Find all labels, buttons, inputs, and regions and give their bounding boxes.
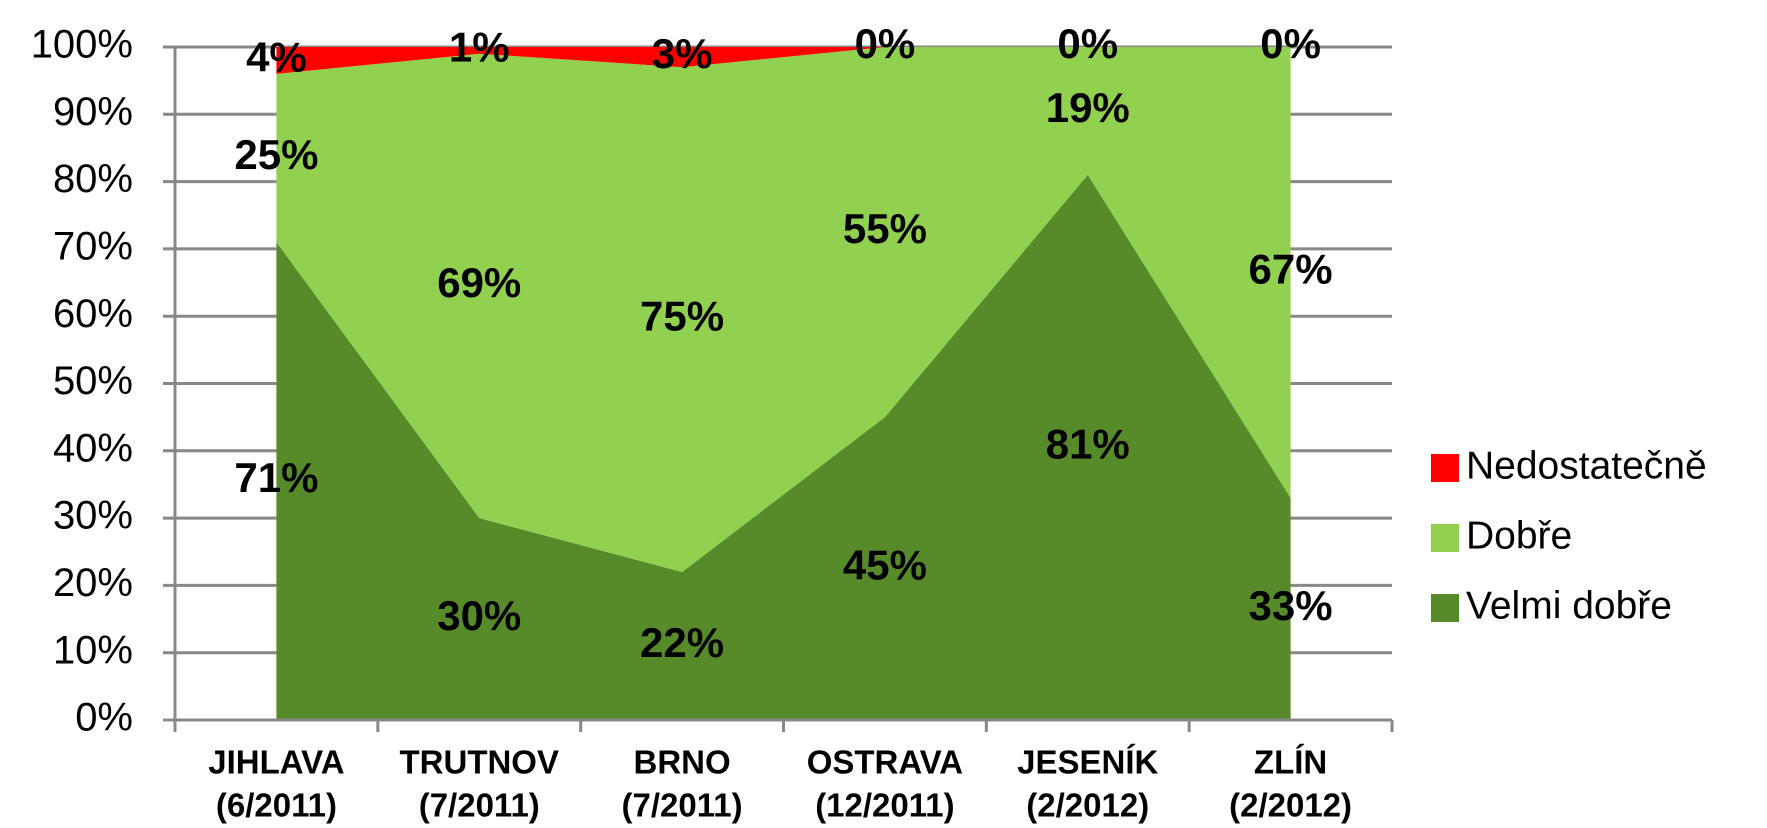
area	[276, 47, 1291, 74]
x-tick-label: OSTRAVA	[807, 744, 963, 781]
x-tick-label: (7/2011)	[419, 787, 540, 824]
data-label: 30%	[437, 592, 521, 639]
area	[276, 174, 1291, 720]
data-label: 19%	[1046, 84, 1130, 131]
y-tick-label: 50%	[53, 359, 133, 403]
legend-label: Nedostatečně	[1466, 444, 1707, 487]
data-label: 69%	[437, 259, 521, 306]
data-label: 3%	[652, 30, 713, 77]
y-tick-label: 80%	[53, 157, 133, 201]
data-label: 67%	[1249, 246, 1333, 293]
data-label: 75%	[640, 293, 724, 340]
data-label: 0%	[1057, 20, 1118, 67]
x-tick-label: ZLÍN	[1254, 744, 1327, 781]
x-tick-label: TRUTNOV	[400, 744, 560, 781]
legend-label: Dobře	[1466, 514, 1572, 557]
x-tick-label: (2/2012)	[1026, 787, 1149, 824]
data-label: 1%	[449, 23, 510, 70]
y-tick-label: 90%	[53, 90, 133, 134]
x-tick-label: BRNO	[633, 744, 730, 781]
x-tick-label: (12/2011)	[815, 787, 954, 824]
data-label: 22%	[640, 619, 724, 666]
data-label: 25%	[234, 131, 318, 178]
x-tick-label: (2/2012)	[1229, 787, 1352, 824]
legend-swatch	[1431, 454, 1459, 482]
data-label: 55%	[843, 205, 927, 252]
y-tick-label: 60%	[53, 292, 133, 336]
data-label: 33%	[1249, 582, 1333, 629]
legend-swatch	[1431, 594, 1459, 622]
data-label: 45%	[843, 542, 927, 589]
x-tick-label: JESENÍK	[1017, 744, 1158, 781]
x-tick-label: (6/2011)	[216, 787, 337, 824]
data-label: 0%	[855, 20, 916, 67]
data-label: 81%	[1046, 421, 1130, 468]
data-label: 0%	[1260, 20, 1321, 67]
y-tick-label: 100%	[31, 23, 133, 67]
y-tick-label: 30%	[53, 494, 133, 538]
x-tick-label: (7/2011)	[622, 787, 743, 824]
data-label: 71%	[234, 454, 318, 501]
legend-swatch	[1431, 524, 1459, 552]
y-tick-label: 10%	[53, 628, 133, 672]
y-tick-label: 40%	[53, 426, 133, 470]
area	[276, 47, 1291, 572]
legend-label: Velmi dobře	[1466, 584, 1672, 627]
y-tick-label: 0%	[75, 696, 133, 740]
x-tick-label: JIHLAVA	[208, 744, 344, 781]
y-tick-label: 20%	[53, 561, 133, 605]
data-label: 4%	[246, 34, 307, 81]
y-tick-label: 70%	[53, 224, 133, 268]
